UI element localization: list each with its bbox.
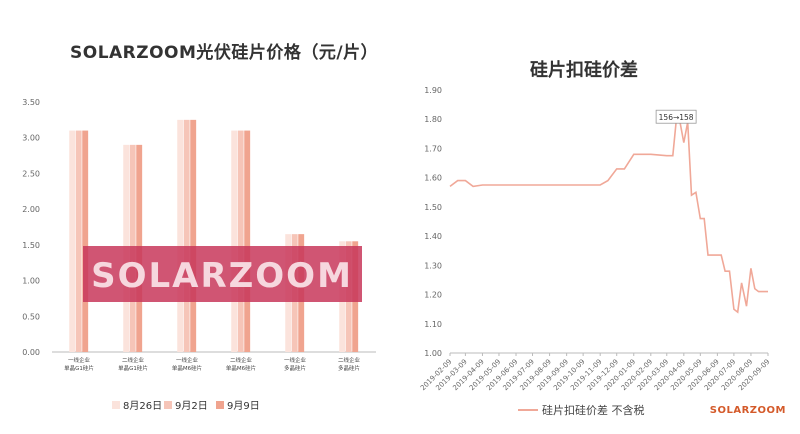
y-tick-label: 1.20 (424, 291, 442, 300)
spread-chart-panel: 硅片扣硅价差 1.00 1.10 1.20 1.30 1.40 1.50 1.60 1.70 1… (400, 0, 800, 434)
bar (190, 119, 197, 352)
price-bar-chart: 0.000.501.001.502.002.503.003.50一线企业单晶G1… (22, 98, 376, 412)
category-label: 一线企业 (284, 356, 307, 364)
category-label: 单晶M6硅片 (172, 364, 202, 372)
y-tick-label: 2.50 (22, 169, 40, 178)
y-tick-label: 3.50 (22, 98, 40, 107)
price-chart-panel: SOLARZOOM光伏硅片价格（元/片） 0.00 0.50 1.00 1.50 2.0… (22, 43, 379, 412)
category-label: 多晶硅片 (338, 364, 360, 372)
category-label: 单晶G1硅片 (64, 364, 94, 372)
y-tick-label: 0.50 (22, 312, 40, 321)
spread-line-chart: 1.00 1.10 1.20 1.30 1.40 1.50 1.60 1.70 1.80 1.90… (419, 86, 771, 417)
y-tick-label: 0.00 (22, 348, 40, 357)
spread-chart-title: 硅片扣硅价差 (530, 60, 638, 81)
y-tick-label: 1.80 (424, 115, 442, 124)
legend-label: 9月9日 (227, 400, 260, 412)
price-chart-title: SOLARZOOM光伏硅片价格（元/片） (70, 43, 379, 63)
legend-swatch (112, 401, 120, 409)
y-tick-label: 1.10 (424, 320, 442, 329)
bar (237, 130, 244, 352)
y-tick-label: 3.00 (22, 134, 40, 143)
bar (244, 130, 251, 352)
bar (69, 130, 76, 352)
y-tick-label: 1.00 (424, 349, 442, 358)
category-label: 二线企业 (338, 356, 361, 364)
bar (82, 130, 89, 352)
bar (177, 119, 184, 352)
y-tick-label: 1.60 (424, 174, 442, 183)
y-tick-label: 1.50 (424, 203, 442, 212)
category-label: 二线企业 (122, 356, 145, 364)
watermark-text: SOLARZOOM (91, 256, 353, 296)
y-tick-label: 2.00 (22, 205, 40, 214)
annotation-label: 156→158 (659, 113, 694, 122)
legend-label: 8月26日 (123, 400, 162, 412)
y-tick-label: 1.00 (22, 277, 40, 286)
y-tick-label: 1.90 (424, 86, 442, 95)
annotation-box (655, 109, 697, 124)
y-tick-label: 1.30 (424, 261, 442, 270)
legend-label: 9月2日 (175, 400, 208, 412)
category-label: 单晶G1硅片 (118, 364, 148, 372)
legend-swatch (164, 401, 172, 409)
y-tick-label: 1.70 (424, 144, 442, 153)
brand-mark: SOLARZOOM (709, 405, 786, 416)
category-label: 单晶M6硅片 (226, 364, 256, 372)
y-tick-label: 1.50 (22, 241, 40, 250)
category-label: 二线企业 (230, 356, 253, 364)
legend-swatch (216, 401, 224, 409)
bar (231, 130, 238, 352)
legend-label: 硅片扣硅价差 不含税 (542, 403, 645, 417)
y-tick-label: 1.40 (424, 232, 442, 241)
spread-series-line (449, 121, 768, 314)
watermark-banner (83, 246, 362, 302)
bar (75, 130, 82, 352)
bar (183, 119, 190, 352)
category-label: 一线企业 (68, 356, 91, 364)
category-label: 一线企业 (176, 356, 199, 364)
category-label: 多晶硅片 (284, 364, 306, 372)
